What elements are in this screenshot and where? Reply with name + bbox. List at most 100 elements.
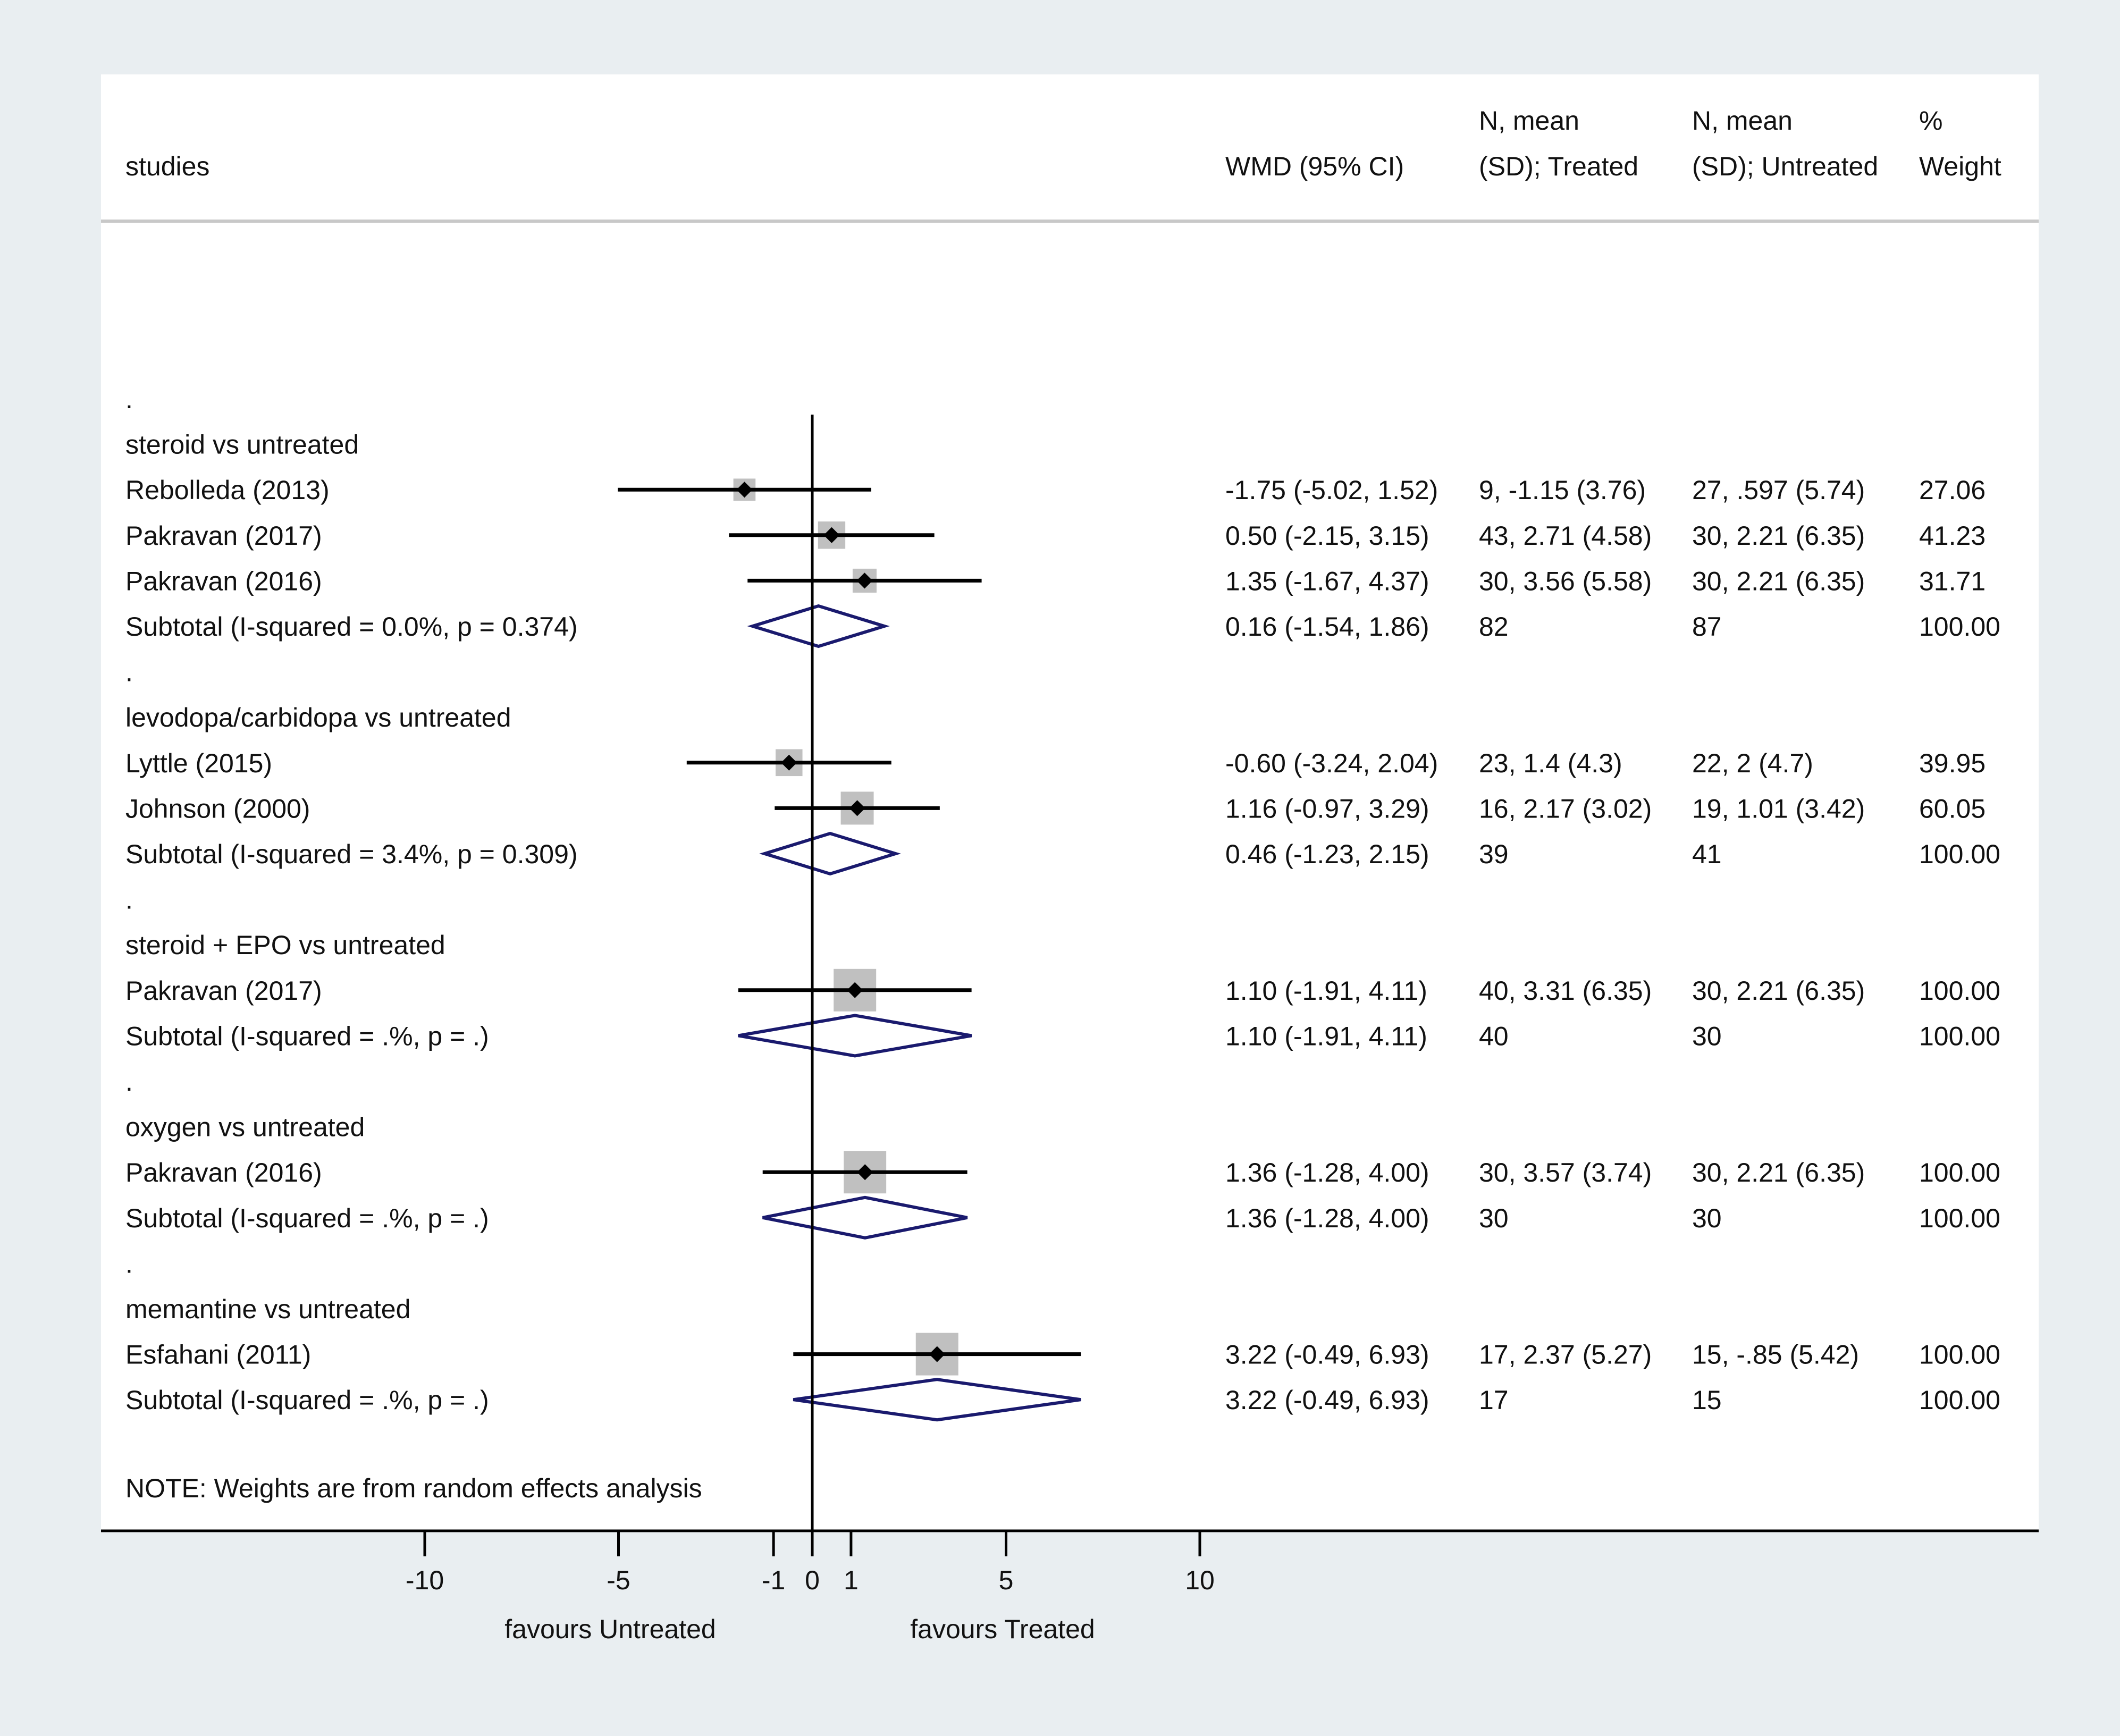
study-row: Rebolleda (2013) -1.75 (-5.02, 1.52) 9, -1…: [125, 475, 1986, 505]
forest-rows: . steroid vs untreated Rebolleda (2013) -1.…: [125, 384, 2000, 1503]
x-tick-label: 5: [999, 1565, 1014, 1595]
untreated-value: 30, 2.21 (6.35): [1692, 1158, 1865, 1187]
subtotal-label: Subtotal (I-squared = .%, p = .): [125, 1385, 489, 1415]
wmd-value: 1.35 (-1.67, 4.37): [1225, 566, 1429, 596]
untreated-value: 41: [1692, 839, 1722, 869]
note-row: NOTE: Weights are from random effects an…: [125, 1473, 702, 1503]
wmd-value: 1.10 (-1.91, 4.11): [1225, 1021, 1427, 1051]
dot-label: .: [125, 658, 133, 687]
treated-value: 30, 3.56 (5.58): [1479, 566, 1652, 596]
treated-value: 23, 1.4 (4.3): [1479, 748, 1622, 778]
weight-value: 100.00: [1919, 1203, 2000, 1233]
pooled-diamond: [762, 1195, 968, 1240]
dot-row: .: [125, 885, 133, 915]
weight-value: 60.05: [1919, 794, 1986, 823]
note-text: NOTE: Weights are from random effects an…: [125, 1473, 702, 1503]
treated-value: 30: [1479, 1203, 1509, 1233]
wmd-value: 3.22 (-0.49, 6.93): [1225, 1385, 1429, 1415]
study-row: Esfahani (2011) 3.22 (-0.49, 6.93) 17, 2.3…: [125, 1333, 2000, 1376]
point-estimate: [856, 572, 873, 589]
dot-row: .: [125, 658, 133, 687]
study-row: Pakravan (2017) 1.10 (-1.91, 4.11) 40, 3.3…: [125, 968, 2000, 1012]
header-studies: studies: [125, 151, 209, 181]
group-label: memantine vs untreated: [125, 1294, 410, 1324]
untreated-value: 30, 2.21 (6.35): [1692, 521, 1865, 551]
study-label: Pakravan (2016): [125, 566, 322, 596]
subtotal-row: Subtotal (I-squared = 3.4%, p = 0.309) 0.…: [125, 831, 2000, 876]
treated-value: 40, 3.31 (6.35): [1479, 976, 1652, 1006]
untreated-value: 30, 2.21 (6.35): [1692, 566, 1865, 596]
treated-value: 17, 2.37 (5.27): [1479, 1340, 1652, 1370]
dot-label: .: [125, 1249, 133, 1278]
study-label: Pakravan (2016): [125, 1158, 322, 1187]
wmd-value: 1.16 (-0.97, 3.29): [1225, 794, 1429, 823]
favours-untreated-label: favours Untreated: [504, 1614, 716, 1644]
header: studies WMD (95% CI) N, mean (SD); Treat…: [101, 106, 2039, 223]
study-label: Pakravan (2017): [125, 976, 322, 1006]
pooled-diamond: [738, 1014, 972, 1058]
group-row: oxygen vs untreated: [125, 1113, 365, 1142]
study-row: Pakravan (2017) 0.50 (-2.15, 3.15) 43, 2.7…: [125, 521, 1986, 551]
study-label: Lyttle (2015): [125, 748, 272, 778]
weight-value: 100.00: [1919, 1021, 2000, 1051]
untreated-value: 22, 2 (4.7): [1692, 748, 1813, 778]
dot-row: .: [125, 1249, 133, 1278]
subtotal-label: Subtotal (I-squared = 0.0%, p = 0.374): [125, 612, 578, 642]
study-row: Pakravan (2016) 1.36 (-1.28, 4.00) 30, 3.5…: [125, 1151, 2000, 1194]
study-row: Johnson (2000) 1.16 (-0.97, 3.29) 16, 2.17…: [125, 791, 1986, 825]
untreated-value: 87: [1692, 612, 1722, 642]
subtotal-row: Subtotal (I-squared = 0.0%, p = 0.374) 0.…: [125, 604, 2000, 648]
point-estimate: [823, 527, 840, 543]
pooled-diamond: [759, 831, 901, 876]
point-estimate: [781, 754, 797, 771]
treated-value: 16, 2.17 (3.02): [1479, 794, 1652, 823]
wmd-value: 1.36 (-1.28, 4.00): [1225, 1203, 1429, 1233]
study-label: Johnson (2000): [125, 794, 310, 823]
subtotal-label: Subtotal (I-squared = 3.4%, p = 0.309): [125, 839, 578, 869]
subtotal-row: Subtotal (I-squared = .%, p = .) 1.36 (-1…: [125, 1195, 2000, 1240]
pooled-diamond: [747, 604, 890, 648]
subtotal-label: Subtotal (I-squared = .%, p = .): [125, 1203, 489, 1233]
point-estimate: [857, 1164, 873, 1181]
favours-treated-label: favours Treated: [910, 1614, 1095, 1644]
point-estimate: [847, 982, 863, 998]
weight-value: 39.95: [1919, 748, 1986, 778]
group-row: memantine vs untreated: [125, 1294, 410, 1324]
wmd-value: 0.50 (-2.15, 3.15): [1225, 521, 1429, 551]
untreated-value: 30: [1692, 1203, 1722, 1233]
header-treated-line1: N, mean: [1479, 106, 1579, 136]
header-weight-line1: %: [1919, 106, 1942, 136]
point-estimate: [929, 1346, 945, 1362]
group-row: levodopa/carbidopa vs untreated: [125, 703, 511, 732]
untreated-value: 15: [1692, 1385, 1722, 1415]
untreated-value: 19, 1.01 (3.42): [1692, 794, 1865, 823]
wmd-value: 1.36 (-1.28, 4.00): [1225, 1158, 1429, 1187]
untreated-value: 27, .597 (5.74): [1692, 475, 1865, 505]
treated-value: 9, -1.15 (3.76): [1479, 475, 1646, 505]
header-untreated-line2: (SD); Untreated: [1692, 151, 1878, 181]
weight-value: 41.23: [1919, 521, 1986, 551]
untreated-value: 15, -.85 (5.42): [1692, 1340, 1859, 1370]
treated-value: 40: [1479, 1021, 1509, 1051]
x-tick-label: 0: [805, 1565, 820, 1595]
subtotal-row: Subtotal (I-squared = .%, p = .) 1.10 (-1…: [125, 1014, 2000, 1058]
x-tick-label: -10: [406, 1565, 444, 1595]
x-tick-label: -5: [607, 1565, 630, 1595]
pooled-diamond: [793, 1378, 1081, 1422]
weight-value: 27.06: [1919, 475, 1986, 505]
wmd-value: 1.10 (-1.91, 4.11): [1225, 976, 1427, 1006]
header-untreated-line1: N, mean: [1692, 106, 1793, 136]
group-label: levodopa/carbidopa vs untreated: [125, 703, 511, 732]
weight-value: 100.00: [1919, 612, 2000, 642]
plot-panel: [101, 74, 2039, 1531]
header-wmd: WMD (95% CI): [1225, 151, 1404, 181]
weight-value: 100.00: [1919, 839, 2000, 869]
wmd-value: 0.46 (-1.23, 2.15): [1225, 839, 1429, 869]
dot-label: .: [125, 885, 133, 915]
untreated-value: 30, 2.21 (6.35): [1692, 976, 1865, 1006]
treated-value: 82: [1479, 612, 1509, 642]
study-label: Rebolleda (2013): [125, 475, 330, 505]
study-row: Pakravan (2016) 1.35 (-1.67, 4.37) 30, 3.5…: [125, 566, 1986, 596]
dot-row: .: [125, 1067, 133, 1097]
header-weight-line2: Weight: [1919, 151, 2001, 181]
